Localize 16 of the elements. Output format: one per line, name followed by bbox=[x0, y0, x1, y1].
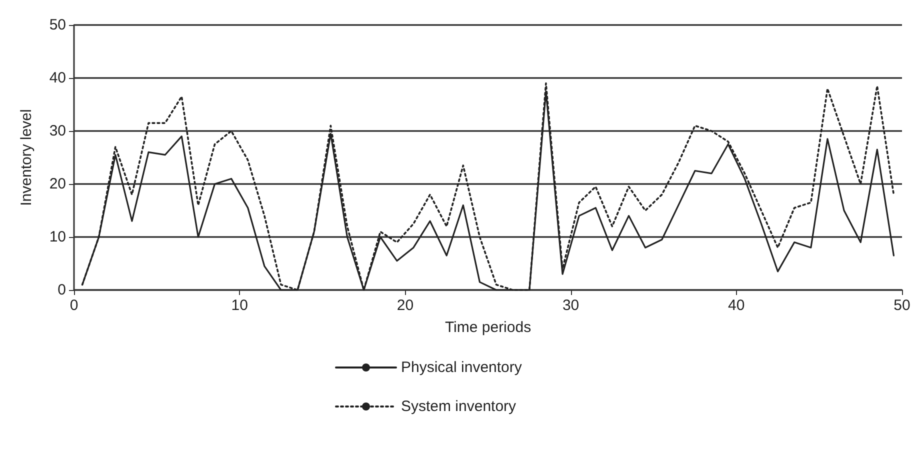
x-tick-label: 40 bbox=[728, 297, 745, 314]
y-tick-label: 10 bbox=[49, 228, 66, 246]
y-axis-title: Inventory level bbox=[18, 109, 35, 206]
y-tick-label: 30 bbox=[49, 122, 66, 140]
x-tick-label: 20 bbox=[396, 297, 414, 314]
legend-label: Physical inventory bbox=[401, 359, 522, 376]
x-tick-label: 30 bbox=[562, 297, 580, 314]
x-tick-label: 50 bbox=[894, 297, 910, 314]
x-tick-label: 0 bbox=[70, 297, 78, 314]
y-tick-label: 20 bbox=[49, 176, 66, 192]
y-tick-label: 0 bbox=[58, 282, 66, 298]
x-axis-title: Time periods bbox=[444, 319, 532, 336]
x-tick-label: 10 bbox=[231, 297, 248, 314]
y-tick-label: 50 bbox=[49, 16, 66, 34]
y-tick-label: 40 bbox=[49, 70, 66, 86]
legend-label: System inventory bbox=[401, 398, 517, 415]
